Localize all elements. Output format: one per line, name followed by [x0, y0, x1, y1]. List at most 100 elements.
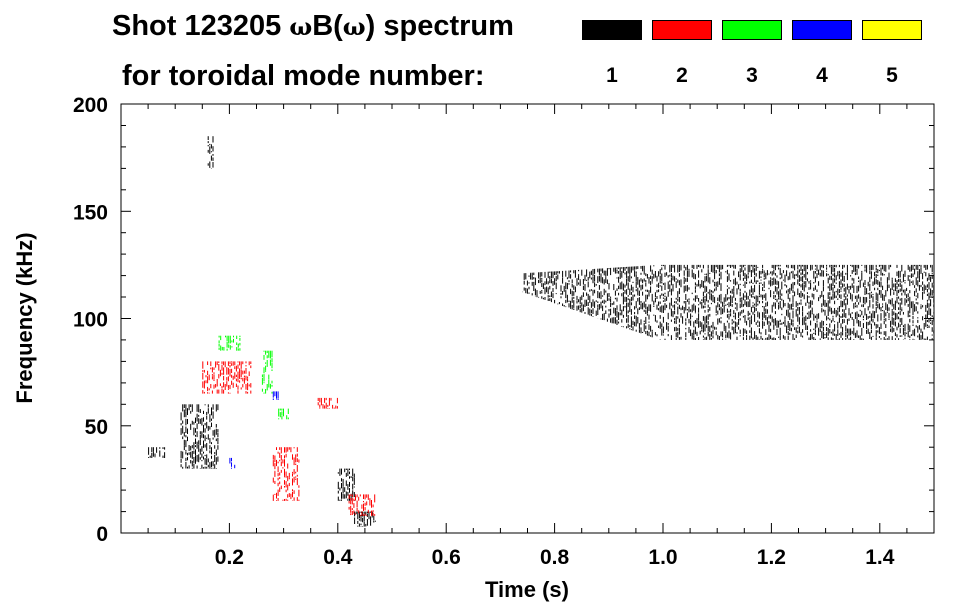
spectrum-mark: [893, 283, 895, 288]
spectrum-mark: [778, 281, 780, 289]
spectrum-mark: [915, 277, 917, 286]
spectrum-mark: [661, 264, 663, 267]
spectrum-mark: [263, 392, 265, 394]
spectrum-mark: [714, 281, 716, 284]
spectrum-mark: [890, 264, 892, 268]
spectrum-mark: [272, 494, 274, 501]
spectrum-mark: [880, 307, 882, 312]
spectrum-mark: [931, 327, 933, 332]
spectrum-mark: [215, 428, 217, 435]
spectrum-mark: [592, 269, 594, 277]
spectrum-mark: [686, 277, 688, 282]
spectrum-mark: [627, 298, 629, 301]
spectrum-mark: [850, 336, 852, 340]
spectrum-mark: [203, 369, 205, 373]
spectrum-mark: [199, 468, 201, 469]
spectrum-mark: [549, 280, 551, 284]
spectrum-mark: [765, 302, 767, 307]
spectrum-mark: [653, 273, 655, 279]
spectrum-mark: [702, 305, 704, 309]
spectrum-mark: [782, 299, 784, 308]
spectrum-mark: [570, 300, 572, 308]
spectrum-mark: [920, 304, 922, 306]
spectrum-mark: [765, 315, 767, 321]
spectrum-mark: [690, 309, 692, 312]
spectrum-mark: [685, 318, 687, 322]
spectrum-mark: [651, 282, 653, 284]
spectrum-mark: [837, 271, 839, 277]
spectrum-mark: [691, 315, 693, 317]
spectrum-mark: [263, 350, 265, 352]
spectrum-mark: [637, 277, 639, 285]
spectrum-mark: [859, 314, 861, 318]
legend-label-mode-2: 2: [676, 64, 688, 87]
spectrum-mark: [694, 305, 696, 313]
spectrum-mark: [571, 279, 573, 284]
spectrum-mark: [185, 440, 187, 448]
spectrum-mark: [926, 277, 928, 282]
spectrum-mark: [650, 275, 652, 279]
spectrum-mark: [853, 282, 855, 284]
spectrum-mark: [914, 304, 916, 312]
spectrum-mark: [242, 384, 244, 388]
spectrum-mark: [749, 264, 751, 273]
spectrum-mark: [762, 312, 764, 317]
spectrum-mark: [757, 320, 759, 323]
spectrum-mark: [899, 302, 901, 311]
y-tick-label: 100: [73, 309, 108, 332]
spectrum-mark: [830, 296, 832, 300]
spectrum-mark: [882, 293, 884, 301]
spectrum-mark: [242, 361, 244, 365]
spectrum-mark: [608, 309, 610, 312]
spectrum-mark: [893, 289, 895, 292]
spectrum-mark: [637, 287, 639, 296]
spectrum-mark: [704, 298, 706, 306]
spectrum-mark: [541, 280, 543, 283]
spectrum-mark: [212, 430, 214, 436]
spectrum-mark: [837, 339, 839, 340]
spectrum-mark: [805, 315, 807, 322]
spectrum-mark: [229, 392, 231, 394]
spectrum-mark: [926, 284, 928, 288]
spectrum-mark: [901, 309, 903, 312]
spectrum-mark: [627, 276, 629, 282]
spectrum-mark: [550, 278, 552, 284]
spectrum-mark: [826, 327, 828, 332]
spectrum-mark: [690, 329, 692, 337]
spectrum-mark: [880, 327, 882, 329]
spectrum-mark: [747, 264, 749, 273]
spectrum-mark: [877, 293, 879, 302]
spectrum-mark: [822, 286, 824, 292]
spectrum-mark: [348, 506, 350, 510]
spectrum-mark: [590, 309, 592, 313]
spectrum-mark: [902, 327, 904, 335]
spectrum-mark: [925, 304, 927, 312]
spectrum-mark: [276, 459, 277, 467]
spectrum-mark: [746, 330, 748, 335]
spectrum-mark: [634, 306, 636, 310]
spectrum-mark: [582, 304, 584, 312]
spectrum-mark: [805, 272, 807, 280]
spectrum-mark: [207, 163, 209, 166]
spectrum-mark: [894, 283, 896, 292]
spectrum-mark: [696, 283, 698, 287]
spectrum-mark: [811, 267, 813, 270]
spectrum-mark: [830, 331, 832, 334]
spectrum-mark: [629, 328, 631, 330]
spectrum-mark: [904, 323, 906, 331]
spectrum-mark: [840, 279, 842, 285]
spectrum-mark: [918, 264, 920, 267]
spectrum-mark: [203, 440, 204, 448]
spectrum-mark: [808, 296, 810, 298]
spectrum-mark: [539, 277, 541, 284]
spectrum-mark: [858, 264, 860, 269]
spectrum-mark: [842, 283, 844, 288]
spectrum-mark: [204, 458, 206, 465]
spectrum-mark: [207, 376, 209, 384]
spectrum-mark: [282, 467, 284, 469]
spectrum-mark: [728, 322, 730, 329]
spectrum-mark: [866, 297, 868, 303]
spectrum-mark: [741, 264, 743, 273]
spectrum-mark: [360, 526, 362, 527]
spectrum-mark: [746, 320, 748, 326]
